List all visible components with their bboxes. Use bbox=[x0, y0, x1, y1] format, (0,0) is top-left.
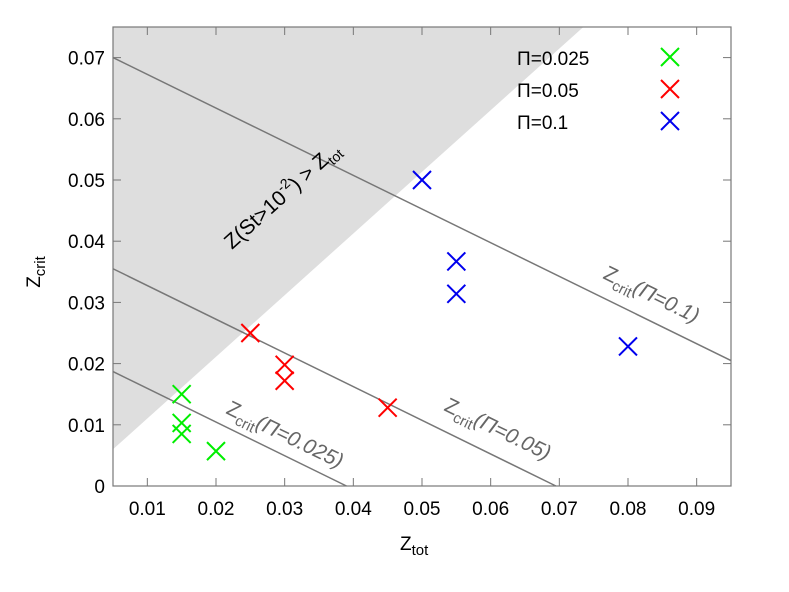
legend-marker bbox=[660, 79, 680, 99]
y-tick-label: 0.05 bbox=[68, 171, 105, 192]
legend-label: Π=0.05 bbox=[517, 81, 579, 102]
data-point-2-1 bbox=[446, 251, 467, 272]
data-point-2-2 bbox=[446, 284, 467, 304]
data-point-2-3 bbox=[618, 336, 638, 357]
x-tick-label: 0.03 bbox=[266, 499, 303, 520]
legend-marker bbox=[660, 111, 680, 131]
y-tick-label: 0.03 bbox=[68, 293, 105, 314]
zcrit-line-2 bbox=[112, 370, 347, 487]
data-point-1-3 bbox=[377, 397, 398, 418]
line-label-pi-0.05: Zcrit(Π=0.05) bbox=[439, 394, 555, 470]
legend-marker bbox=[660, 47, 680, 67]
data-point-0-0 bbox=[171, 384, 192, 404]
data-point-2-0 bbox=[412, 170, 432, 190]
y-axis-label: Zcrit bbox=[24, 255, 49, 287]
data-point-0-2 bbox=[171, 424, 192, 444]
x-tick-label: 0.08 bbox=[610, 499, 647, 520]
line-label-pi-0.025: Zcrit(Π=0.025) bbox=[221, 397, 347, 478]
x-tick-label: 0.05 bbox=[404, 499, 441, 520]
data-point-0-1 bbox=[171, 413, 192, 433]
data-point-1-2 bbox=[274, 371, 295, 391]
legend-label: Π=0.025 bbox=[517, 49, 589, 70]
y-tick-label: 0.02 bbox=[68, 355, 105, 376]
x-tick-label: 0.06 bbox=[472, 499, 509, 520]
shaded-area bbox=[113, 27, 584, 450]
data-point-0-3 bbox=[206, 441, 226, 461]
y-tick-label: 0.06 bbox=[68, 110, 105, 131]
zcrit-line-1 bbox=[112, 268, 557, 487]
x-tick-label: 0.07 bbox=[541, 499, 578, 520]
data-point-1-1 bbox=[274, 355, 295, 375]
legend-label: Π=0.1 bbox=[517, 113, 568, 134]
x-tick-label: 0.09 bbox=[678, 499, 715, 520]
zcrit-line-0 bbox=[112, 56, 732, 362]
x-tick-label: 0.02 bbox=[198, 499, 235, 520]
y-tick-label: 0.01 bbox=[68, 416, 105, 437]
data-point-1-0 bbox=[240, 323, 261, 343]
x-tick-label: 0.01 bbox=[129, 499, 166, 520]
y-tick-label: 0 bbox=[94, 477, 105, 498]
y-tick-label: 0.04 bbox=[68, 232, 105, 253]
x-tick-label: 0.04 bbox=[335, 499, 372, 520]
legend: Π=0.025 Π=0.05 Π=0.1 bbox=[517, 47, 680, 134]
shaded-region bbox=[113, 27, 584, 450]
y-tick-label: 0.07 bbox=[68, 49, 105, 70]
x-axis-label: Ztot bbox=[400, 534, 429, 559]
